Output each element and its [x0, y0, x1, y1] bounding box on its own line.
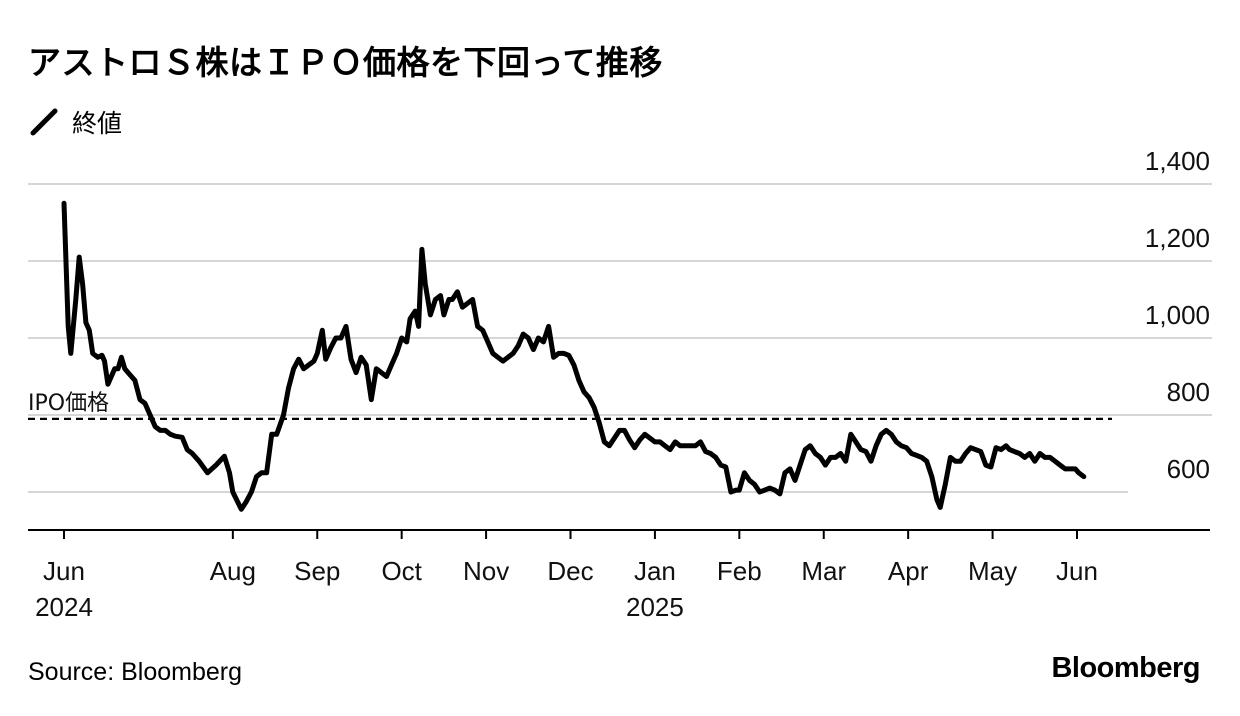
price-series — [61, 200, 1087, 512]
x-tick-label-5: Dec — [547, 556, 593, 586]
y-tick-label-1200: 1,200 — [1145, 223, 1210, 253]
x-tick-label-1: Aug — [210, 556, 256, 586]
y-tick-label-1000: 1,000 — [1145, 300, 1210, 330]
source-note: Source: Bloomberg — [28, 658, 243, 686]
y-axis-tick-labels: 600 800 1,000 1,200 1,400 — [1145, 146, 1210, 484]
x-tick-year-6: 2025 — [626, 592, 684, 622]
ipo-reference-label: IPO価格 — [28, 391, 109, 416]
diagonal-line-icon — [30, 108, 58, 136]
gridlines — [28, 183, 1212, 493]
x-tick-label-4: Nov — [463, 556, 509, 586]
ipo-reference: IPO価格 — [28, 391, 1112, 420]
x-tick-label-7: Feb — [717, 556, 762, 586]
legend: 終値 — [30, 104, 122, 140]
y-tick-label-1400: 1,400 — [1145, 146, 1210, 176]
legend-label: 終値 — [72, 109, 123, 138]
x-tick-label-2: Sep — [294, 556, 340, 586]
x-axis: Jun 2024 Aug Sep Oct Nov Dec Jan 2025 Feb Mar Apr Ma… — [28, 529, 1210, 622]
brand-logo: Bloomberg — [1051, 652, 1200, 684]
x-tick-label-11: Jun — [1056, 556, 1098, 586]
x-tick-label-8: Mar — [801, 556, 846, 586]
x-tick-label-6: Jan — [634, 556, 676, 586]
y-tick-label-600: 600 — [1167, 454, 1210, 484]
x-tick-year-0: 2024 — [35, 592, 93, 622]
chart-title: アストロＳ株はＩＰＯ価格を下回って推移 — [28, 43, 663, 82]
series-line-0 — [61, 200, 1087, 512]
x-tick-label-9: Apr — [888, 556, 929, 586]
x-tick-label-0: Jun — [43, 556, 85, 586]
x-tick-label-3: Oct — [381, 556, 422, 586]
y-tick-label-800: 800 — [1167, 377, 1210, 407]
x-tick-label-10: May — [968, 556, 1017, 586]
